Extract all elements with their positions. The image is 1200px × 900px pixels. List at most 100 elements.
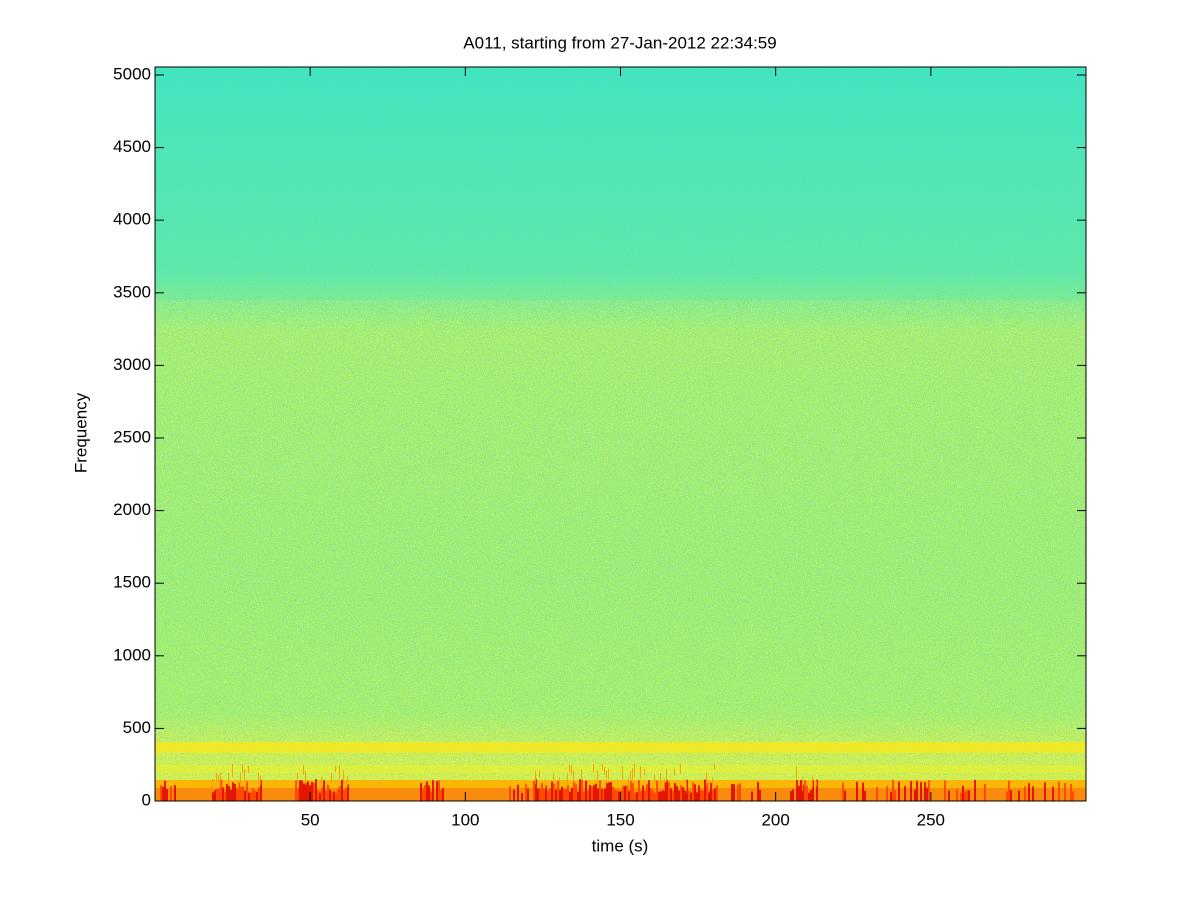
burst bbox=[549, 788, 551, 801]
burst bbox=[800, 780, 802, 801]
burst bbox=[864, 790, 866, 801]
burst bbox=[731, 783, 733, 801]
bursts bbox=[160, 763, 1074, 801]
burst-streak bbox=[706, 772, 707, 787]
burst bbox=[624, 785, 626, 801]
burst bbox=[561, 786, 563, 801]
burst bbox=[599, 780, 601, 801]
burst bbox=[690, 792, 692, 801]
burst-streak bbox=[335, 765, 336, 772]
burst bbox=[790, 791, 792, 801]
burst-streak bbox=[622, 765, 623, 780]
burst bbox=[162, 786, 164, 801]
burst bbox=[525, 784, 527, 801]
burst bbox=[759, 789, 761, 801]
burst bbox=[678, 790, 680, 801]
burst bbox=[808, 792, 810, 801]
burst-streak bbox=[608, 768, 609, 780]
burst-streak bbox=[632, 767, 633, 780]
burst bbox=[682, 787, 684, 801]
burst bbox=[422, 788, 424, 801]
burst bbox=[232, 782, 234, 801]
burst bbox=[798, 785, 800, 801]
burst bbox=[579, 779, 581, 801]
burst bbox=[432, 780, 434, 801]
x-axis-label: time (s) bbox=[592, 836, 649, 855]
burst bbox=[595, 783, 597, 801]
burst bbox=[1018, 790, 1020, 801]
burst bbox=[658, 791, 660, 801]
burst bbox=[842, 782, 844, 801]
burst bbox=[712, 789, 714, 801]
burst bbox=[606, 783, 608, 801]
burst-streak bbox=[567, 773, 568, 785]
burst bbox=[256, 791, 258, 801]
burst-streak bbox=[212, 778, 213, 789]
burst bbox=[1008, 780, 1010, 801]
burst bbox=[1052, 786, 1054, 801]
burst bbox=[1006, 791, 1008, 801]
burst-streak bbox=[606, 770, 607, 780]
y-tick-label: 5000 bbox=[113, 64, 151, 83]
burst bbox=[626, 785, 628, 801]
burst bbox=[886, 786, 888, 801]
burst bbox=[220, 780, 222, 801]
burst bbox=[680, 785, 682, 801]
burst bbox=[688, 790, 690, 801]
burst bbox=[339, 786, 341, 801]
x-tick-label: 200 bbox=[761, 810, 789, 829]
burst bbox=[702, 791, 704, 801]
burst bbox=[226, 783, 228, 801]
burst bbox=[910, 781, 912, 801]
burst bbox=[614, 789, 616, 801]
burst bbox=[252, 788, 254, 801]
burst-streak bbox=[602, 763, 603, 770]
burst-streak bbox=[712, 776, 713, 786]
burst bbox=[535, 779, 537, 801]
burst bbox=[250, 792, 252, 801]
burst bbox=[509, 786, 511, 801]
burst bbox=[628, 791, 630, 801]
burst bbox=[543, 788, 545, 801]
spectrogram-image bbox=[155, 67, 1086, 801]
burst-streak bbox=[321, 776, 322, 789]
burst bbox=[438, 780, 440, 801]
burst bbox=[642, 785, 644, 801]
burst bbox=[575, 784, 577, 801]
burst bbox=[333, 791, 335, 801]
burst-streak bbox=[573, 770, 574, 782]
burst-streak bbox=[664, 779, 665, 792]
burst bbox=[968, 790, 970, 801]
burst bbox=[739, 783, 741, 801]
burst bbox=[737, 784, 739, 801]
burst bbox=[1072, 791, 1074, 801]
burst bbox=[571, 787, 573, 801]
burst bbox=[234, 784, 236, 801]
y-tick-label: 4000 bbox=[113, 210, 151, 229]
burst bbox=[166, 789, 168, 801]
burst bbox=[966, 790, 968, 801]
burst bbox=[587, 790, 589, 801]
burst bbox=[662, 790, 664, 801]
burst bbox=[660, 791, 662, 801]
burst bbox=[844, 790, 846, 801]
burst bbox=[440, 789, 442, 801]
burst-streak bbox=[604, 767, 605, 775]
burst bbox=[238, 782, 240, 801]
burst bbox=[716, 785, 718, 801]
noise-texture bbox=[155, 300, 1086, 800]
burst bbox=[668, 782, 670, 801]
burst bbox=[1058, 781, 1060, 801]
burst-streak bbox=[244, 769, 245, 783]
y-tick-label: 2500 bbox=[113, 427, 151, 446]
burst bbox=[1064, 782, 1066, 801]
burst bbox=[347, 784, 349, 801]
burst bbox=[222, 787, 224, 801]
burst bbox=[802, 784, 804, 801]
burst-streak bbox=[660, 773, 661, 787]
burst-streak bbox=[680, 764, 681, 774]
burst bbox=[170, 786, 172, 801]
burst bbox=[612, 786, 614, 801]
burst-streak bbox=[347, 776, 348, 787]
burst bbox=[315, 779, 317, 801]
